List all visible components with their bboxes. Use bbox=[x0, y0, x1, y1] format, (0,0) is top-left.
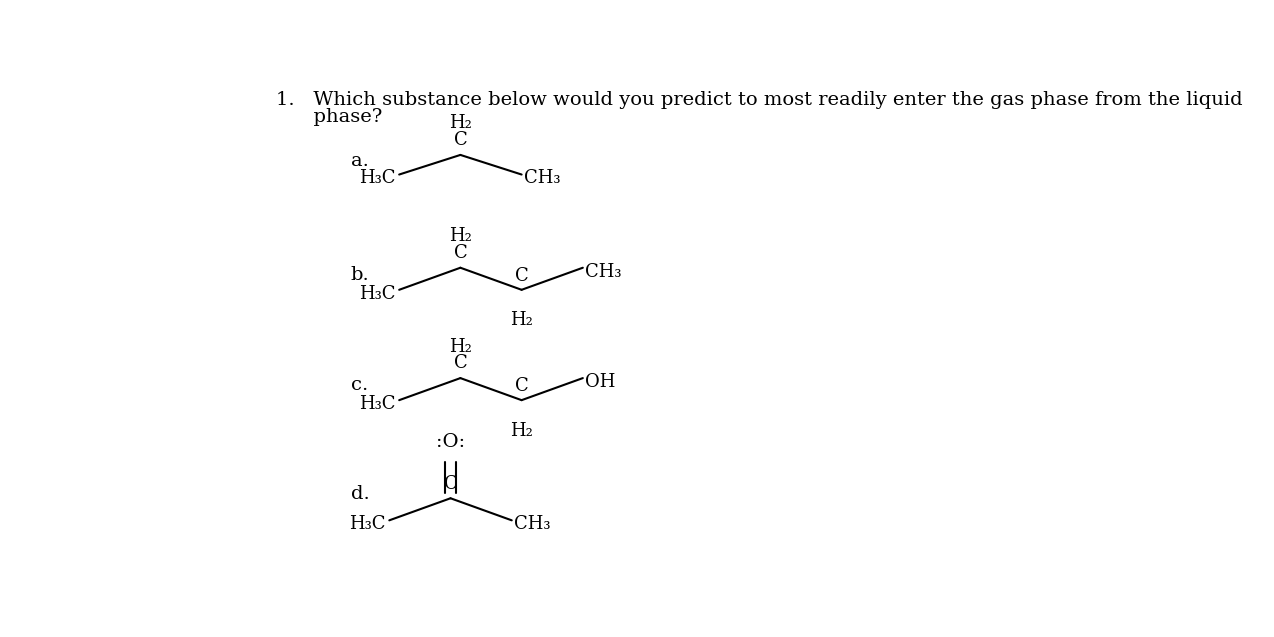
Text: CH₃: CH₃ bbox=[524, 169, 561, 187]
Text: C: C bbox=[443, 475, 457, 493]
Text: CH₃: CH₃ bbox=[513, 515, 550, 533]
Text: phase?: phase? bbox=[275, 108, 382, 126]
Text: C: C bbox=[454, 354, 468, 372]
Text: C: C bbox=[454, 131, 468, 149]
Text: d.: d. bbox=[350, 485, 369, 503]
Text: 1.   Which substance below would you predict to most readily enter the gas phase: 1. Which substance below would you predi… bbox=[275, 91, 1242, 109]
Text: H₃C: H₃C bbox=[359, 395, 395, 413]
Text: a.: a. bbox=[350, 152, 368, 170]
Text: C: C bbox=[515, 377, 529, 395]
Text: CH₃: CH₃ bbox=[585, 262, 622, 281]
Text: OH: OH bbox=[585, 373, 615, 391]
Text: C: C bbox=[515, 267, 529, 285]
Text: H₂: H₂ bbox=[510, 422, 533, 440]
Text: H₂: H₂ bbox=[448, 338, 471, 355]
Text: H₃C: H₃C bbox=[359, 169, 395, 187]
Text: :O:: :O: bbox=[436, 433, 465, 451]
Text: H₂: H₂ bbox=[448, 115, 471, 132]
Text: H₃C: H₃C bbox=[349, 515, 385, 533]
Text: H₂: H₂ bbox=[510, 311, 533, 329]
Text: b.: b. bbox=[350, 266, 369, 284]
Text: c.: c. bbox=[350, 376, 368, 394]
Text: H₂: H₂ bbox=[448, 227, 471, 245]
Text: C: C bbox=[454, 244, 468, 262]
Text: H₃C: H₃C bbox=[359, 285, 395, 303]
